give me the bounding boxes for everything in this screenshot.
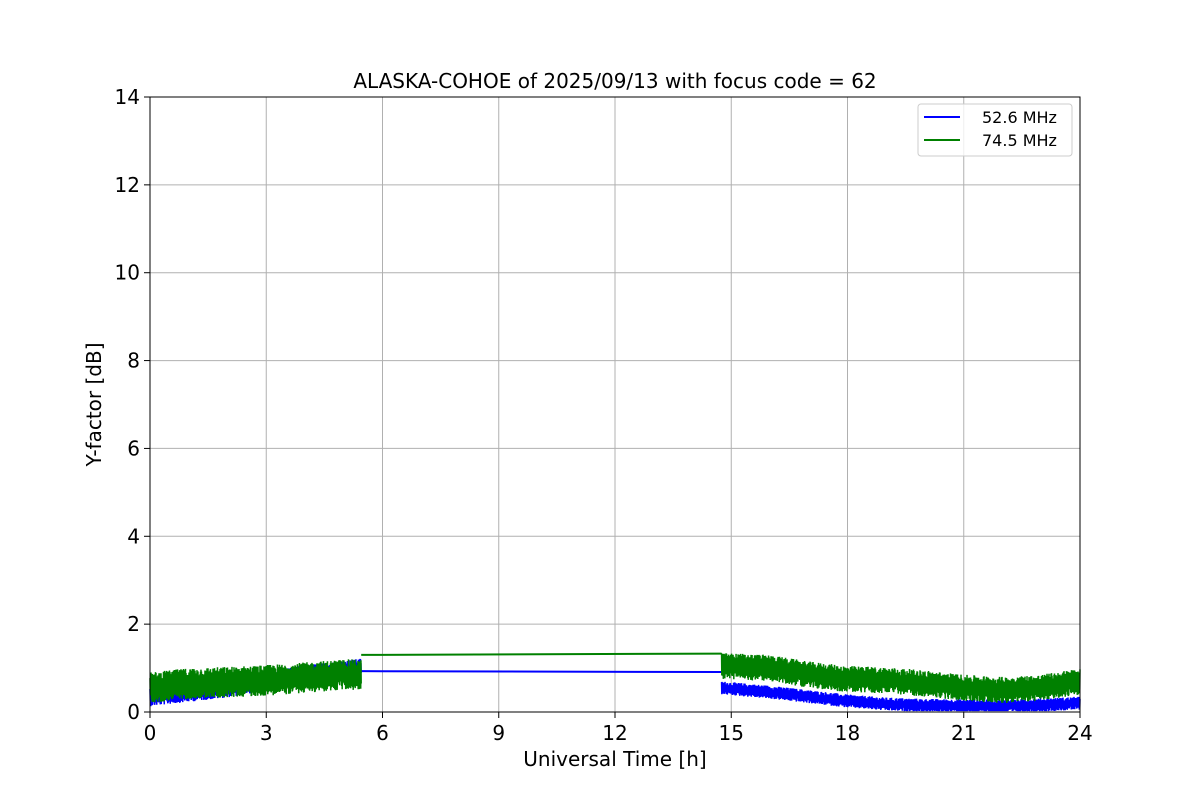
x-tick-label: 12 (602, 721, 627, 745)
y-tick-label: 12 (115, 173, 140, 197)
x-tick-label: 24 (1067, 721, 1092, 745)
series-gap-line (361, 652, 722, 656)
x-tick-label: 6 (376, 721, 389, 745)
series-noise-segment (720, 681, 1081, 712)
series-layer (149, 652, 1081, 712)
x-tick-label: 9 (492, 721, 505, 745)
x-tick-label: 21 (951, 721, 976, 745)
x-tick-label: 0 (144, 721, 157, 745)
y-tick-label: 10 (115, 261, 140, 285)
y-tick-label: 6 (127, 436, 140, 460)
y-tick-label: 14 (115, 85, 140, 109)
y-tick-label: 0 (127, 700, 140, 724)
x-tick-label: 3 (260, 721, 273, 745)
legend-label-52mhz: 52.6 MHz (982, 108, 1057, 127)
x-tick-label: 18 (835, 721, 860, 745)
y-tick-label: 4 (127, 524, 140, 548)
series-noise-segment (720, 653, 1081, 703)
y-axis-label: Y-factor [dB] (82, 342, 106, 467)
y-tick-label: 8 (127, 349, 140, 373)
legend-label-74mhz: 74.5 MHz (982, 131, 1057, 150)
series-noise-segment (149, 659, 362, 703)
legend: 52.6 MHz 74.5 MHz (917, 103, 1073, 157)
x-axis-label: Universal Time [h] (523, 747, 706, 771)
y-tick-label: 2 (127, 612, 140, 636)
chart-title: ALASKA-COHOE of 2025/09/13 with focus co… (353, 69, 876, 93)
series-gap-line (361, 670, 722, 674)
x-tick-label: 15 (719, 721, 744, 745)
series-74-5-mhz (149, 652, 1081, 703)
